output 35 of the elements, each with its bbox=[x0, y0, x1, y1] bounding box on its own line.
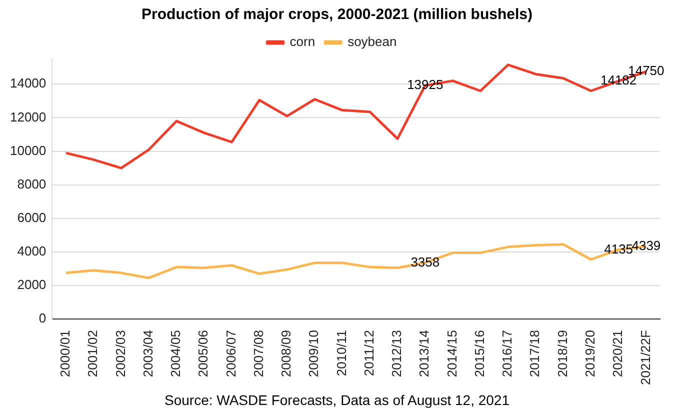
x-tick-label: 2010/11 bbox=[334, 330, 349, 376]
x-tick-label: 2012/13 bbox=[389, 330, 404, 378]
legend-label: corn bbox=[290, 34, 316, 50]
x-tick-label: 2018/19 bbox=[554, 330, 570, 378]
y-tick-label: 8000 bbox=[17, 176, 46, 192]
x-tick-label: 2014/15 bbox=[444, 330, 460, 378]
x-tick-label: 2007/08 bbox=[250, 330, 266, 378]
x-tick-label: 2016/17 bbox=[500, 330, 515, 378]
x-tick-label: 2001/02 bbox=[85, 330, 100, 378]
x-tick-label: 2020/21 bbox=[610, 330, 626, 378]
x-tick-label: 2021/22F bbox=[638, 330, 653, 386]
y-tick-label: 6000 bbox=[17, 210, 46, 225]
x-tick-label: 2004/05 bbox=[168, 330, 184, 378]
y-tick-label: 14000 bbox=[10, 76, 46, 91]
x-tick-label: 2013/14 bbox=[416, 330, 432, 378]
x-tick-label: 2003/04 bbox=[140, 330, 156, 378]
x-tick-label: 2000/01 bbox=[58, 330, 73, 378]
source-note: Source: WASDE Forecasts, Data as of August 12, 2021 bbox=[164, 392, 510, 408]
x-tick-label: 2017/18 bbox=[527, 330, 542, 378]
x-tick-label: 2015/16 bbox=[472, 330, 487, 378]
data-label: 4339 bbox=[632, 238, 661, 253]
chart-title: Production of major crops, 2000-2021 (million bushels) bbox=[140, 6, 534, 25]
y-tick-label: 0 bbox=[38, 310, 46, 326]
y-tick-label: 2000 bbox=[17, 277, 46, 292]
x-tick-label: 2008/09 bbox=[278, 330, 294, 378]
x-tick-label: 2005/06 bbox=[196, 330, 211, 378]
y-tick-label: 10000 bbox=[10, 142, 46, 158]
x-tick-label: 2002/03 bbox=[112, 330, 128, 378]
x-tick-label: 2006/07 bbox=[223, 330, 238, 378]
x-tick-label: 2011/12 bbox=[361, 330, 376, 376]
y-tick-label: 12000 bbox=[10, 109, 46, 124]
x-tick-label: 2019/20 bbox=[582, 330, 598, 378]
x-tick-label: 2009/10 bbox=[306, 330, 322, 378]
y-tick-label: 4000 bbox=[17, 244, 46, 259]
legend-label: soybean bbox=[348, 34, 397, 50]
